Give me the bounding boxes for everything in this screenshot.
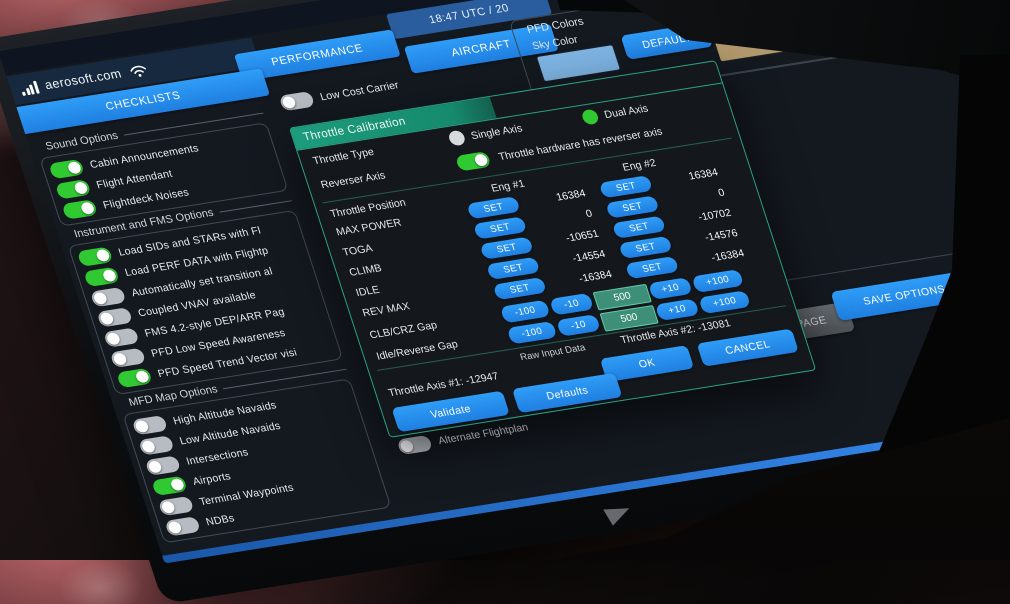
reverser-axis-toggle[interactable] — [454, 151, 492, 172]
option-toggle[interactable] — [151, 475, 188, 496]
minus-100-button[interactable]: -100 — [499, 299, 551, 324]
set-button-eng1[interactable]: SET — [466, 196, 521, 220]
low-cost-carrier-option: Low Cost Carrier — [278, 77, 401, 112]
signal-bars-icon — [19, 80, 40, 96]
pfd-colors-title: PFD Colors — [525, 15, 586, 37]
plus-100-button[interactable]: +100 — [698, 290, 752, 315]
option-toggle[interactable] — [164, 515, 201, 537]
option-toggle[interactable] — [144, 454, 182, 476]
set-button-eng1[interactable]: SET — [492, 277, 548, 301]
eng2-value: -14576 — [703, 227, 740, 244]
clock-text: 18:47 UTC / 20 — [427, 2, 511, 27]
option-toggle[interactable] — [116, 367, 153, 388]
triangle-icon — [603, 500, 635, 526]
option-toggle[interactable] — [109, 347, 147, 368]
single-axis-radio[interactable] — [447, 129, 467, 147]
defaults-button[interactable]: Defaults — [511, 372, 623, 414]
radio-label: Dual Axis — [602, 102, 650, 121]
eng1-value: 16384 — [554, 187, 588, 204]
save-options-button[interactable]: SAVE OPTIONS — [830, 270, 979, 321]
option-toggle[interactable] — [102, 326, 140, 348]
option-label: Airports — [191, 469, 233, 488]
eng1-value: 0 — [584, 207, 594, 221]
option-toggle[interactable] — [157, 495, 195, 516]
brand-label: aerosoft.com — [42, 66, 124, 93]
section-fms-options: Instrument and FMS Options Load SIDs and… — [61, 191, 344, 396]
dual-axis-radio[interactable] — [580, 108, 600, 126]
row-label: CLIMB — [347, 262, 384, 279]
set-button-eng1[interactable]: SET — [472, 216, 528, 240]
eng1-value: -10651 — [564, 227, 601, 245]
set-button-eng2[interactable]: SET — [605, 195, 660, 219]
option-toggle[interactable] — [137, 434, 175, 456]
option-toggle[interactable] — [48, 158, 85, 179]
set-button-eng2[interactable]: SET — [611, 215, 667, 239]
gap-row-label: CLB/CRZ Gap — [368, 319, 439, 342]
eng2-header: Eng #2 — [621, 157, 658, 174]
efb-screen: 18:47 UTC / 20 aerosoft.com PERFORMANCE … — [0, 0, 1010, 564]
ground-color-swatch[interactable] — [712, 24, 798, 63]
minus-10-button[interactable]: -10 — [549, 292, 595, 316]
eng1-value: -16384 — [577, 268, 614, 285]
wifi-icon — [129, 65, 146, 77]
plus-10-button[interactable]: +10 — [647, 277, 693, 300]
option-toggle[interactable] — [61, 198, 98, 220]
eng2-value: 16384 — [687, 166, 720, 183]
option-toggle[interactable] — [89, 286, 127, 307]
cancel-button[interactable]: CANCEL — [696, 328, 799, 367]
ground-default-button[interactable]: DEFAULT — [799, 3, 892, 41]
set-button-eng1[interactable]: SET — [486, 256, 541, 281]
alternate-flightplan-toggle[interactable] — [396, 434, 434, 456]
sky-default-button[interactable]: DEFAULT — [620, 22, 714, 60]
eng1-header: Eng #1 — [489, 177, 527, 195]
eng2-value: 0 — [716, 186, 727, 200]
option-toggle[interactable] — [76, 245, 114, 267]
set-button-eng2[interactable]: SET — [598, 175, 654, 199]
minus-10-button[interactable]: -10 — [556, 314, 601, 337]
plus-100-button[interactable]: +100 — [691, 269, 745, 293]
set-button-eng2[interactable]: SET — [618, 235, 673, 260]
brand-bar: aerosoft.com — [6, 37, 261, 106]
option-label: NDBs — [204, 511, 236, 528]
minus-100-button[interactable]: -100 — [506, 320, 558, 345]
row-label: TOGA — [341, 242, 375, 259]
eng1-value: -14554 — [570, 248, 607, 265]
option-toggle[interactable] — [131, 414, 168, 435]
eng2-value: -16384 — [709, 247, 746, 264]
set-button-eng1[interactable]: SET — [479, 236, 534, 260]
radio-label: Single Axis — [469, 122, 524, 142]
option-toggle[interactable] — [96, 306, 133, 328]
option-label: Low Cost Carrier — [318, 79, 401, 104]
row-label: REV MAX — [360, 300, 412, 320]
ground-color-label: Ground Color — [706, 8, 773, 30]
reverser-axis-label: Reverser Axis — [319, 169, 388, 192]
throttle-type-label: Throttle Type — [311, 146, 376, 168]
set-button-eng2[interactable]: SET — [624, 256, 680, 280]
plus-10-button[interactable]: +10 — [654, 298, 700, 322]
scene: 18:47 UTC / 20 aerosoft.com PERFORMANCE … — [0, 0, 1010, 560]
option-toggle[interactable] — [83, 266, 120, 287]
low-cost-carrier-toggle[interactable] — [278, 90, 316, 112]
option-toggle[interactable] — [54, 178, 92, 199]
row-label: IDLE — [354, 283, 382, 300]
eng2-value: -10702 — [696, 206, 733, 224]
row-label: MAX POWER — [334, 216, 403, 239]
dual-axis-option: Dual Axis — [580, 101, 650, 126]
